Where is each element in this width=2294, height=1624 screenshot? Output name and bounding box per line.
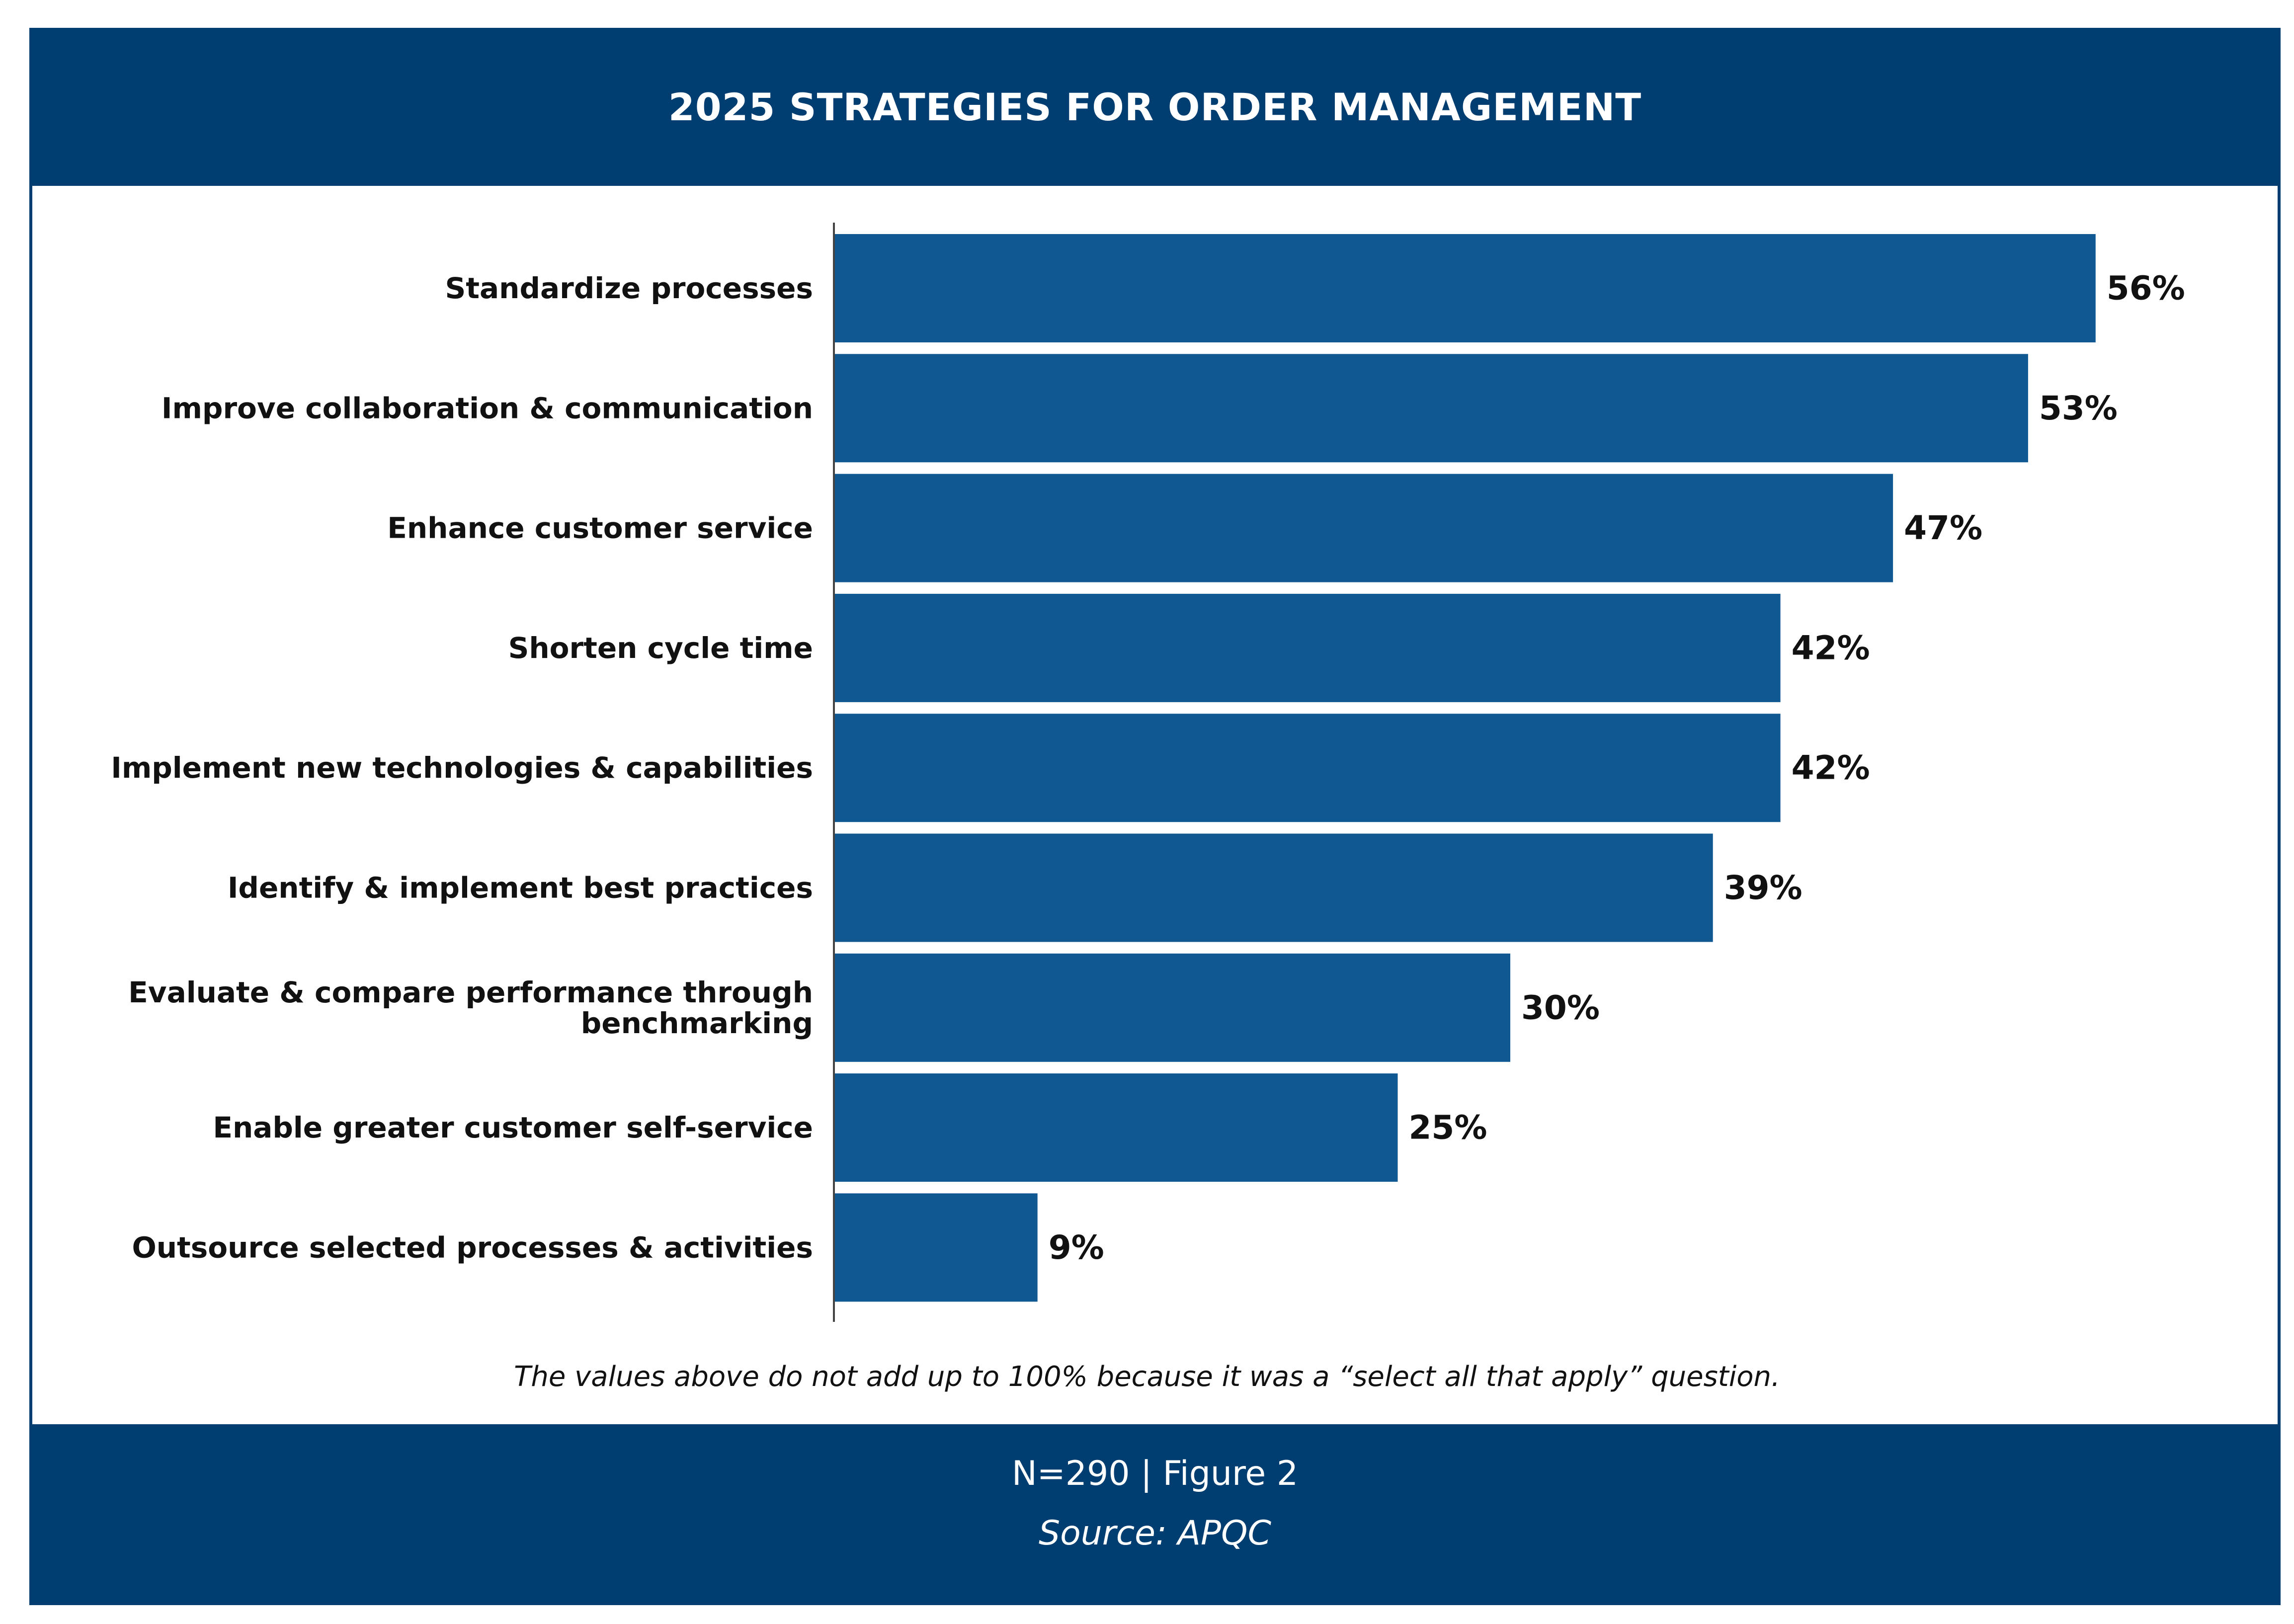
value-label-2: 53% — [2039, 389, 2118, 427]
category-label-9: Outsource selected processes & activitie… — [132, 1230, 813, 1264]
value-labels-group: 56% 53% 47% 42% 42% 39% 30% 25% 9% — [1049, 269, 2185, 1267]
bar-3 — [835, 474, 1893, 582]
chart-footer: N=290 | Figure 2 Source: APQC — [29, 1424, 2281, 1605]
bar-2 — [835, 354, 2028, 463]
value-label-7: 30% — [1521, 988, 1600, 1027]
category-label-3: Enhance customer service — [387, 511, 813, 545]
bar-9 — [835, 1193, 1038, 1302]
source-caption: Source: APQC — [1038, 1514, 1272, 1553]
bar-1 — [835, 234, 2096, 342]
category-label-6: Identify & implement best practices — [228, 871, 813, 905]
value-label-6: 39% — [1724, 869, 1802, 907]
category-label-7: Evaluate & compare performance through be… — [128, 975, 813, 1040]
value-label-5: 42% — [1792, 749, 1870, 787]
category-label-1: Standardize processes — [445, 271, 813, 305]
value-label-1: 56% — [2107, 269, 2185, 308]
category-labels-group: Standardize processes Improve collaborati… — [111, 271, 813, 1264]
chart-title: 2025 STRATEGIES FOR ORDER MANAGEMENT — [668, 84, 1642, 129]
bar-6 — [835, 833, 1713, 942]
value-label-9: 9% — [1049, 1228, 1104, 1267]
category-label-5: Implement new technologies & capabilitie… — [111, 751, 813, 785]
value-label-8: 25% — [1409, 1109, 1487, 1147]
bar-7 — [835, 953, 1510, 1062]
category-label-8: Enable greater customer self-service — [213, 1111, 813, 1144]
chart-note: The values above do not add up to 100% b… — [514, 1361, 1780, 1393]
category-label-4: Shorten cycle time — [508, 631, 813, 665]
value-label-3: 47% — [1904, 509, 1982, 547]
bar-5 — [835, 714, 1781, 822]
chart-header: 2025 STRATEGIES FOR ORDER MANAGEMENT — [29, 28, 2281, 186]
value-label-4: 42% — [1792, 629, 1870, 667]
category-label-2: Improve collaboration & communication — [162, 391, 813, 425]
bars-group — [835, 234, 2096, 1302]
bar-4 — [835, 593, 1781, 702]
bar-8 — [835, 1073, 1398, 1182]
figure-caption: N=290 | Figure 2 — [1011, 1454, 1299, 1493]
